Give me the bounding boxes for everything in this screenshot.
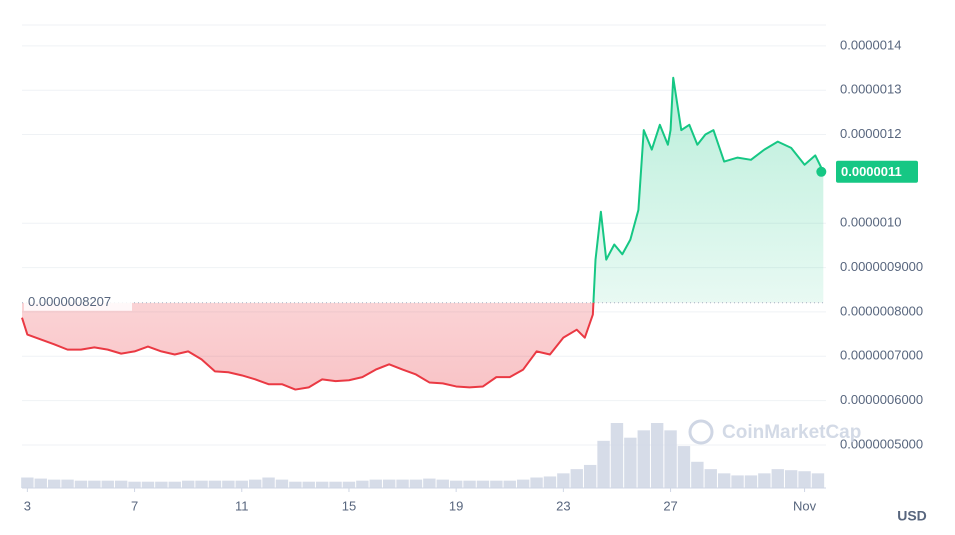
x-tick-label: 3 [24,498,31,513]
volume-bar [34,478,47,488]
volume-bar [691,461,704,488]
volume-bar [409,479,423,488]
volume-bar [61,479,74,488]
volume-bar [476,480,490,488]
volume-bar [516,479,530,488]
volume-bar [610,423,624,488]
volume-bar [114,480,128,488]
volume-bar [530,477,543,488]
volume-bar [208,480,222,488]
volume-bar [21,477,34,488]
volume-bar [570,469,583,488]
volume-bar [248,479,262,488]
area-up [593,77,824,303]
volume-bar [758,473,771,488]
y-tick-label: 0.0000010 [840,215,901,230]
volume-bar [490,480,503,488]
volume-bar [731,475,744,488]
baseline-label-bg [24,292,132,311]
volume-bar [141,481,155,488]
price-tag-label: 0.0000011 [841,164,902,179]
grid-layer: 0.00000140.00000130.00000120.00000100.00… [22,24,923,513]
currency-label: USD [897,508,927,524]
y-tick-label: 0.0000009000 [840,259,923,274]
volume-bar [275,479,289,488]
volume-bar [47,479,61,488]
volume-bar [235,480,248,488]
volume-bar [356,480,369,488]
volume-bar [664,430,677,488]
volume-bar [128,481,141,488]
watermark-logo [688,419,714,445]
volume-bar [637,430,650,488]
volume-bar [463,480,476,488]
y-tick-label: 0.0000012 [840,126,901,141]
area-down [22,302,824,390]
volume-bar [168,481,181,488]
volume-bar [195,480,208,488]
x-tick-label: 15 [342,498,356,513]
price-layer: 0.0000008207 0.0000011 [21,76,918,391]
volume-layer: CoinMarketCap [21,419,861,488]
price-line-up [592,76,825,303]
last-point [816,166,827,177]
x-tick-label: Nov [793,498,817,513]
volume-bar [503,480,516,488]
volume-bar [88,480,101,488]
volume-bar [315,481,329,488]
volume-bar [382,479,396,488]
x-tick-label: 19 [449,498,463,513]
volume-bar [811,473,825,488]
y-tick-label: 0.0000013 [840,82,901,97]
y-tick-label: 0.0000008000 [840,303,923,318]
x-tick-label: 7 [131,498,138,513]
volume-bar [74,480,88,488]
volume-bar [543,476,557,488]
volume-bar [744,475,758,488]
volume-bar [101,480,114,488]
price-tag [836,160,918,183]
volume-bar [222,480,235,488]
volume-bar [704,469,717,488]
volume-bar [583,464,597,488]
volume-bar [717,473,731,488]
y-tick-label: 0.0000007000 [840,348,923,363]
y-tick-label: 0.0000005000 [840,436,923,451]
x-tick-label: 11 [235,498,249,513]
volume-bar [557,473,570,488]
volume-bar [396,479,409,488]
volume-bar [677,446,691,488]
volume-bar [650,423,664,488]
volume-bar [624,437,637,488]
volume-bar [784,470,798,488]
volume-bar [436,479,449,488]
volume-bar [798,471,811,488]
y-tick-label: 0.0000006000 [840,392,923,407]
volume-bar [597,440,610,488]
volume-bar [181,480,195,488]
volume-bar [302,481,315,488]
volume-bar [423,478,436,488]
volume-bar [449,480,463,488]
x-tick-label: 23 [556,498,570,513]
volume-bar [262,477,275,488]
volume-bar [289,481,302,488]
price-line-down [21,302,595,391]
watermark: CoinMarketCap [722,422,861,443]
volume-bar [369,479,382,488]
volume-bar [771,469,784,488]
x-tick-label: 27 [663,498,677,513]
volume-bar [342,481,356,488]
volume-bar [155,481,168,488]
volume-bar [329,481,342,488]
baseline-label: 0.0000008207 [28,294,111,309]
y-tick-label: 0.0000014 [840,37,901,52]
